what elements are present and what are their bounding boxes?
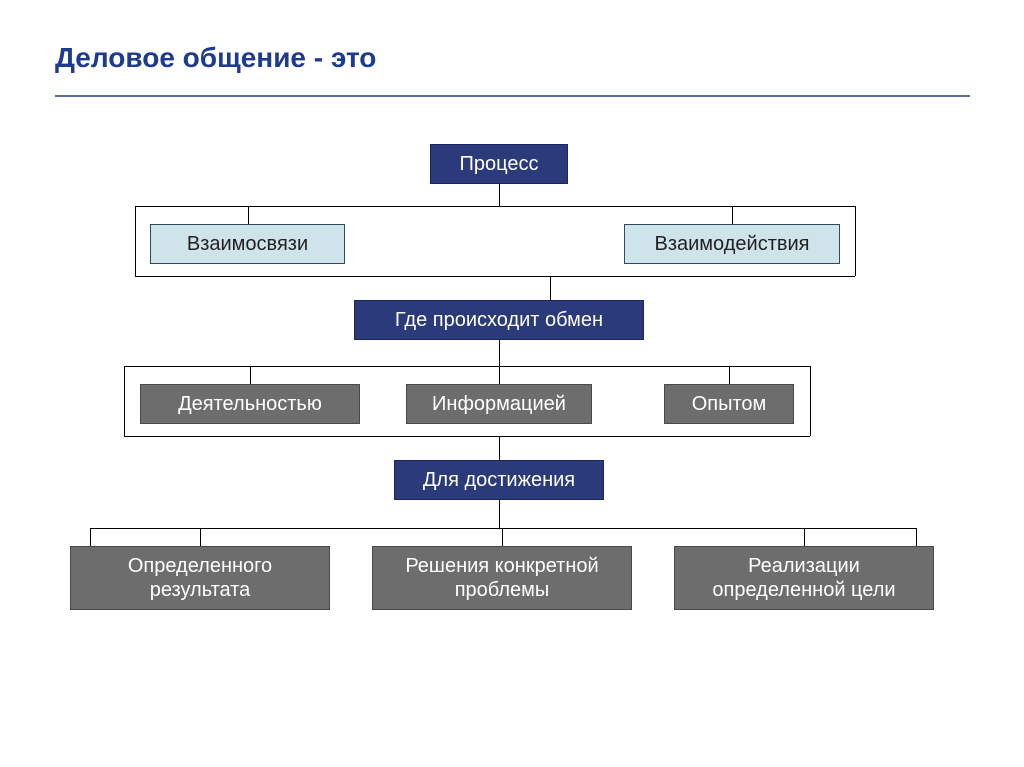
node-n1: Процесс [430,144,568,184]
connector [916,528,917,546]
connector [550,276,551,300]
node-n9: Определенного результата [70,546,330,610]
connector [804,528,805,546]
connector [499,366,500,384]
connector [499,436,500,460]
node-n10: Решения конкретной проблемы [372,546,632,610]
node-n11: Реализации определенной цели [674,546,934,610]
connector [90,528,91,546]
connector [729,366,730,384]
connector [810,366,811,436]
node-n6: Информацией [406,384,592,424]
node-n7: Опытом [664,384,794,424]
connector [135,206,855,207]
node-n2: Взаимосвязи [150,224,345,264]
slide: Деловое общение - это Процесс Взаимосвязи… [0,0,1024,767]
connector [124,366,125,436]
connector [502,528,503,546]
connector [499,340,500,366]
node-n3: Взаимодействия [624,224,840,264]
connector [90,528,916,529]
connector [499,500,500,528]
connector [250,366,251,384]
connector [124,366,810,367]
connector [135,276,855,277]
connector [855,206,856,276]
connector [248,206,249,224]
connector [135,206,136,276]
node-n4: Где происходит обмен [354,300,644,340]
connector [200,528,201,546]
page-title: Деловое общение - это [55,42,376,74]
connector [124,436,810,437]
node-n8: Для достижения [394,460,604,500]
title-rule [55,95,970,97]
connector [499,184,500,206]
node-n5: Деятельностью [140,384,360,424]
connector [732,206,733,224]
